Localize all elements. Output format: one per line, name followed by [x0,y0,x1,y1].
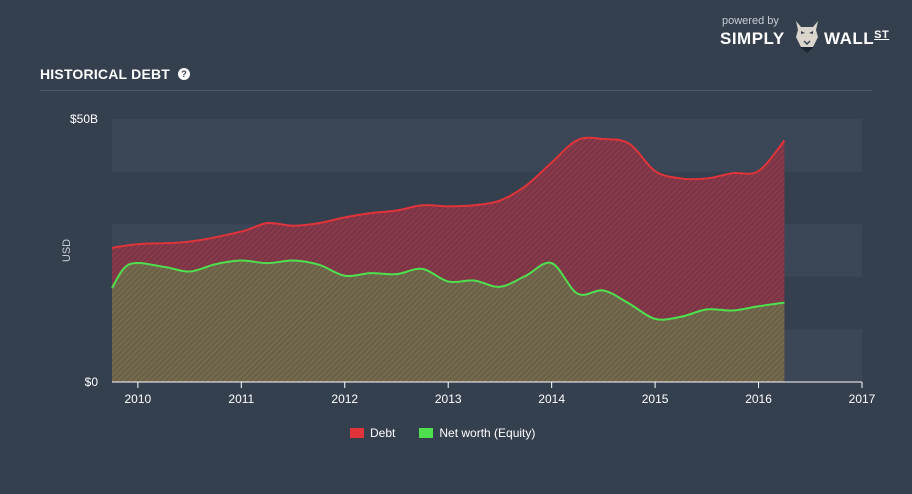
legend-swatch-debt [350,428,364,438]
brand-name-left: SIMPLY [720,29,785,48]
x-tick-label-2010: 2010 [125,392,152,406]
area-equity [112,260,785,382]
x-tick-label-2014: 2014 [538,392,565,406]
chart-legend: Debt Net worth (Equity) [350,426,559,440]
x-tick-label-2013: 2013 [435,392,462,406]
chart-axes: 2010 2011 2012 2013 2014 2015 2016 2017 $0 $50B US… [61,112,876,406]
y-axis-label: USD [61,239,73,262]
y-tick-label-0: $0 [85,375,99,389]
legend-label-equity: Net worth (Equity) [439,426,536,440]
legend-label-debt: Debt [370,426,396,440]
x-tick-label-2011: 2011 [228,392,254,406]
section-header: HISTORICAL DEBT ? [40,66,191,82]
x-tick-label-2016: 2016 [745,392,772,406]
brand-name-right: WALLST [824,29,889,49]
brand-name-suffix: ST [874,29,890,41]
y-tick-label-50: $50B [70,112,98,126]
powered-by-label: powered by [722,15,779,27]
legend-swatch-equity [419,428,434,438]
chart-lines [111,136,786,321]
x-tick-label-2012: 2012 [331,392,358,406]
legend-item-debt[interactable]: Debt [350,426,395,440]
header-divider [40,90,872,91]
x-tick-label-2015: 2015 [642,392,669,406]
brand-logo-block: powered by SIMPLY WALLST [714,10,904,60]
section-title: HISTORICAL DEBT [40,66,171,82]
line-debt [111,136,786,249]
x-tick-label-2017: 2017 [849,392,876,406]
line-equity [111,259,785,321]
brand-name-wall: WALL [824,29,875,48]
legend-item-equity[interactable]: Net worth (Equity) [419,426,535,440]
chart-areas [112,137,785,382]
grid-band [112,119,862,172]
bull-mascot-icon [796,21,818,53]
question-circle-icon[interactable]: ? [178,68,191,80]
